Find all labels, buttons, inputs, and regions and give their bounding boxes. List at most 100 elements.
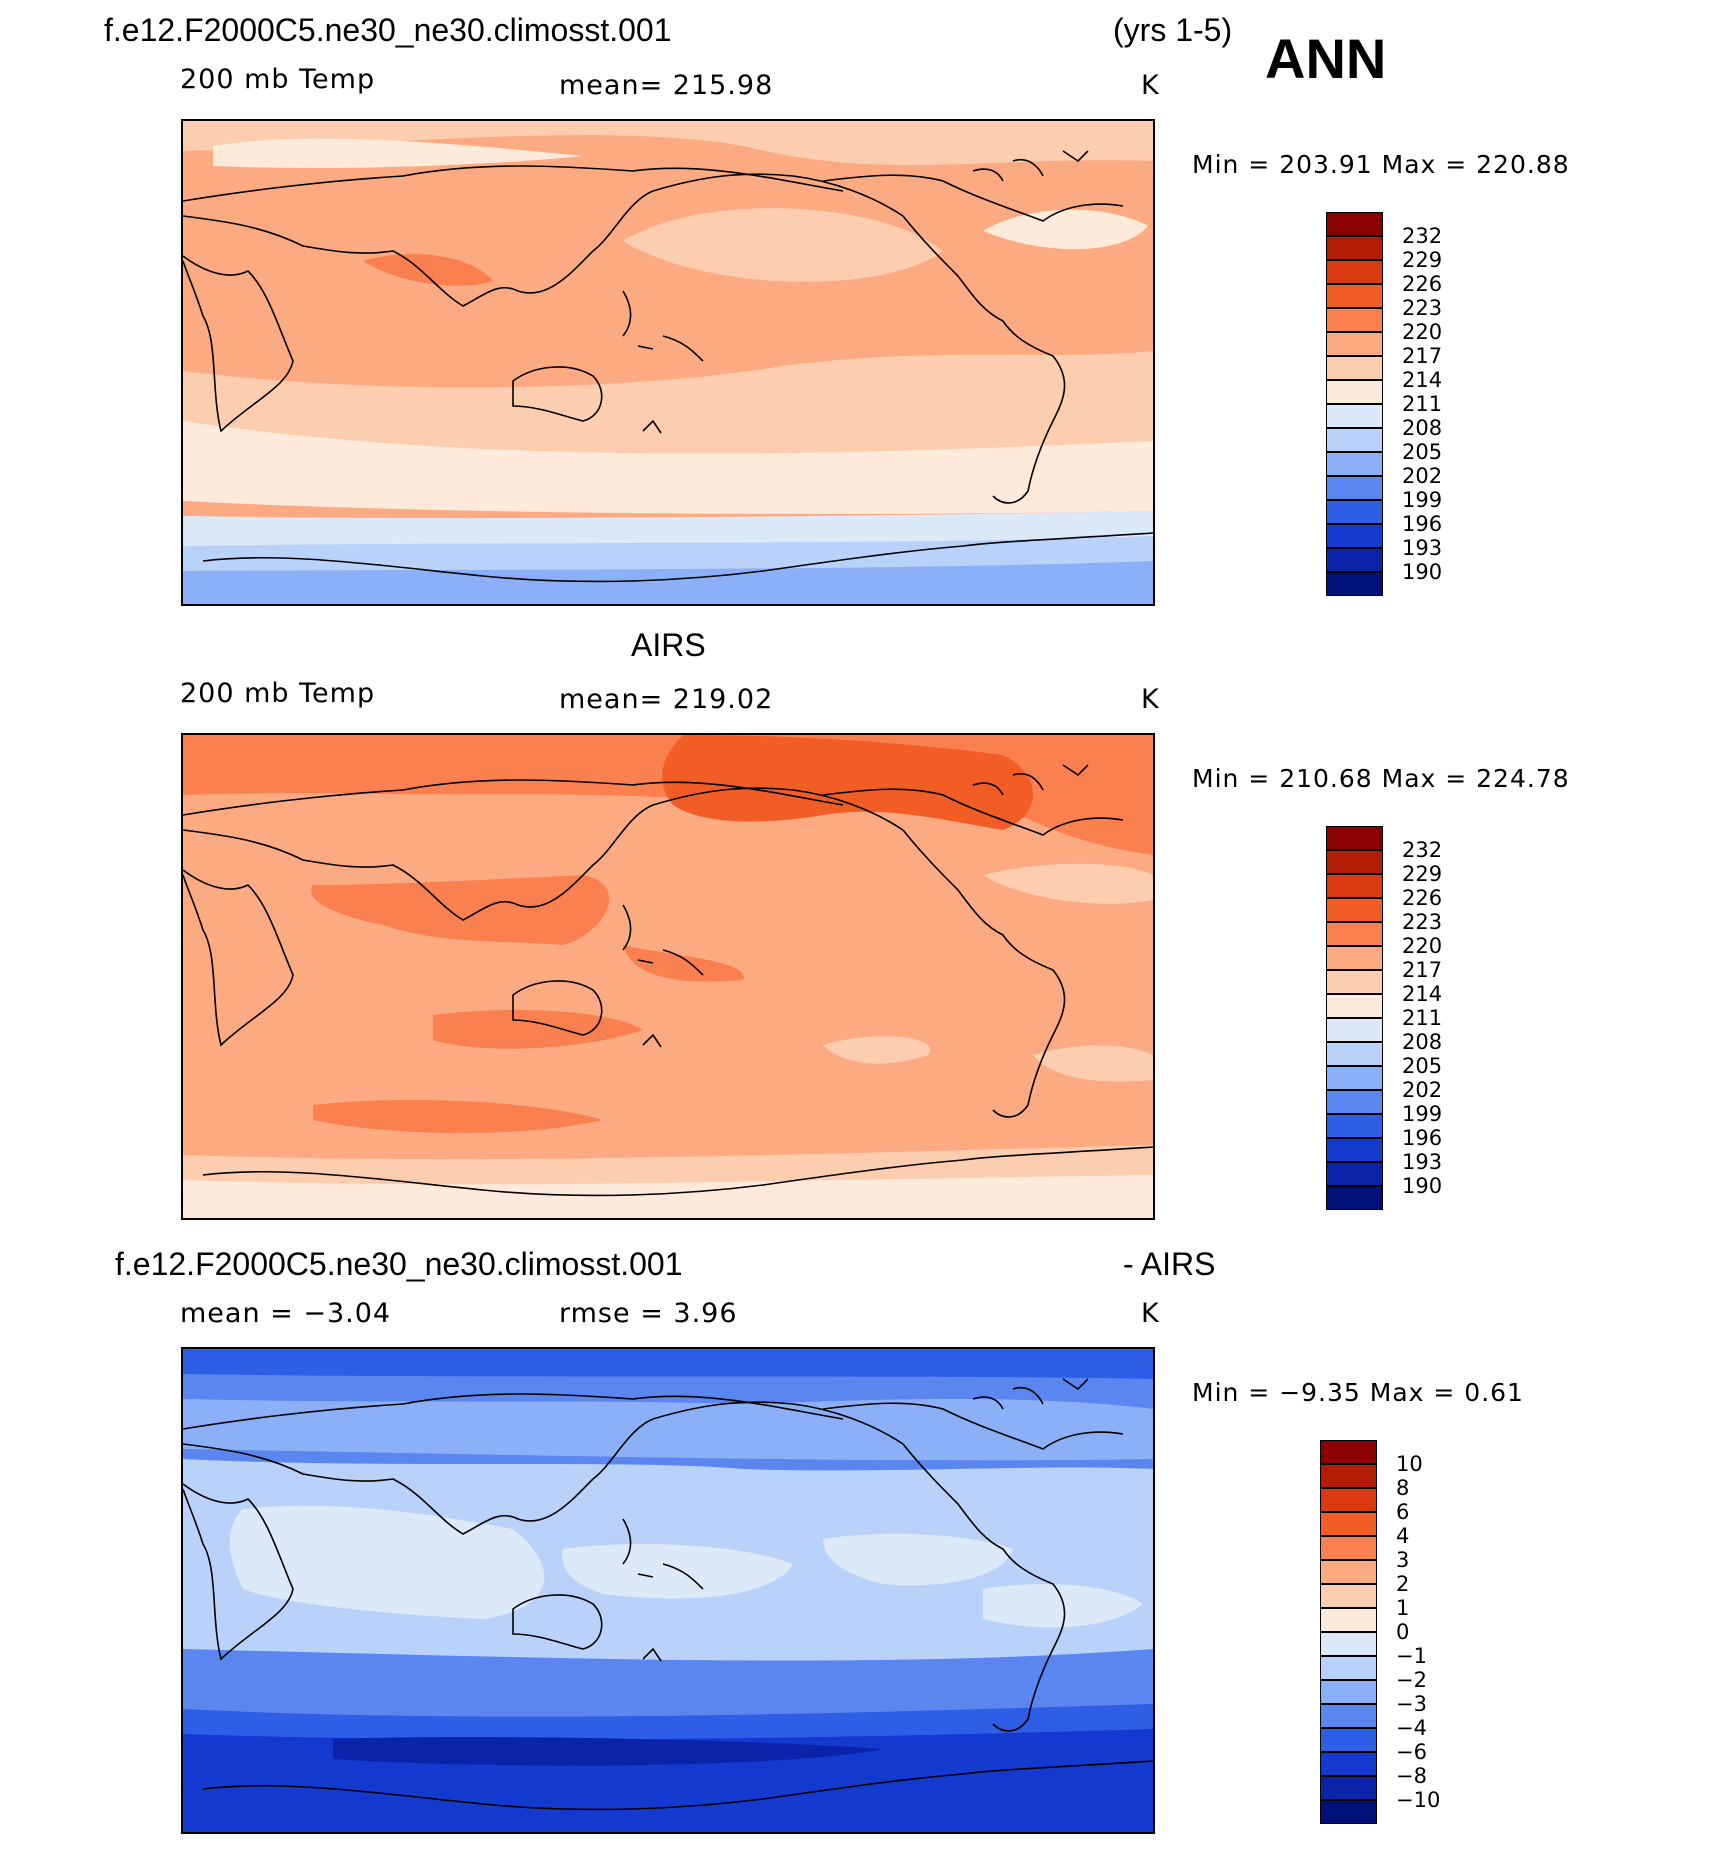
colorbar-label: 193 bbox=[1402, 1150, 1443, 1174]
p3-swatch bbox=[1320, 1800, 1377, 1824]
p2-swatch bbox=[1326, 1090, 1383, 1114]
colorbar-label: 199 bbox=[1402, 488, 1443, 512]
p3-swatch bbox=[1320, 1584, 1377, 1608]
colorbar-label: 196 bbox=[1402, 1126, 1443, 1150]
p3-swatch bbox=[1320, 1512, 1377, 1536]
p2-swatch bbox=[1326, 1186, 1383, 1210]
p3-swatch bbox=[1320, 1440, 1377, 1464]
colorbar-label: 223 bbox=[1402, 910, 1443, 934]
colorbar-label: 202 bbox=[1402, 1078, 1443, 1102]
colorbar-label: 223 bbox=[1402, 296, 1443, 320]
difference-map bbox=[181, 1347, 1155, 1834]
colorbar-label: 232 bbox=[1402, 838, 1443, 862]
p1-swatch bbox=[1326, 380, 1383, 404]
colorbar-label: 217 bbox=[1402, 344, 1443, 368]
colorbar-label: 208 bbox=[1402, 416, 1443, 440]
p3-swatch bbox=[1320, 1776, 1377, 1800]
colorbar-label: 220 bbox=[1402, 934, 1443, 958]
p3-swatch bbox=[1320, 1560, 1377, 1584]
colorbar-label: 211 bbox=[1402, 1006, 1443, 1030]
panel3-title-left: f.e12.F2000C5.ne30_ne30.climosst.001 bbox=[115, 1246, 683, 1282]
p2-swatch bbox=[1326, 850, 1383, 874]
panel1-mean: mean= 215.98 bbox=[559, 70, 774, 101]
colorbar-label: 2 bbox=[1396, 1572, 1410, 1596]
colorbar-label: 217 bbox=[1402, 958, 1443, 982]
colorbar-label: 214 bbox=[1402, 982, 1443, 1006]
season-label: ANN bbox=[1265, 27, 1387, 90]
colorbar-label: 205 bbox=[1402, 440, 1443, 464]
p3-swatch bbox=[1320, 1752, 1377, 1776]
p1-swatch bbox=[1326, 308, 1383, 332]
panel3-mean: mean = −3.04 bbox=[180, 1298, 392, 1329]
panel1-minmax: Min = 203.91 Max = 220.88 bbox=[1192, 150, 1570, 179]
p2-swatch bbox=[1326, 1042, 1383, 1066]
p2-swatch bbox=[1326, 946, 1383, 970]
p3-swatch bbox=[1320, 1728, 1377, 1752]
p1-swatch bbox=[1326, 236, 1383, 260]
panel2-mean: mean= 219.02 bbox=[559, 684, 774, 715]
colorbar-label: 6 bbox=[1396, 1500, 1410, 1524]
colorbar-label: 220 bbox=[1402, 320, 1443, 344]
panel3-minmax: Min = −9.35 Max = 0.61 bbox=[1192, 1378, 1524, 1407]
p2-swatch bbox=[1326, 1018, 1383, 1042]
p1-swatch bbox=[1326, 500, 1383, 524]
colorbar-label: 199 bbox=[1402, 1102, 1443, 1126]
colorbar-label: 226 bbox=[1402, 272, 1443, 296]
colorbar-label: −8 bbox=[1396, 1764, 1427, 1788]
colorbar-label: 229 bbox=[1402, 248, 1443, 272]
colorbar-label: 8 bbox=[1396, 1476, 1410, 1500]
panel2-variable: 200 mb Temp bbox=[180, 678, 376, 709]
p2-swatch bbox=[1326, 1066, 1383, 1090]
p1-swatch bbox=[1326, 284, 1383, 308]
colorbar-label: 0 bbox=[1396, 1620, 1410, 1644]
colorbar-label: −4 bbox=[1396, 1716, 1427, 1740]
p3-swatch bbox=[1320, 1704, 1377, 1728]
colorbar-label: 190 bbox=[1402, 1174, 1443, 1198]
airs-map bbox=[181, 733, 1155, 1220]
p2-swatch bbox=[1326, 1162, 1383, 1186]
years-label: (yrs 1-5) bbox=[1113, 12, 1233, 48]
p3-swatch bbox=[1320, 1608, 1377, 1632]
p1-swatch bbox=[1326, 428, 1383, 452]
colorbar-label: 4 bbox=[1396, 1524, 1410, 1548]
p1-swatch bbox=[1326, 452, 1383, 476]
colorbar-label: 190 bbox=[1402, 560, 1443, 584]
panel2-units: K bbox=[1141, 684, 1160, 715]
colorbar-label: −10 bbox=[1396, 1788, 1441, 1812]
colorbar-label: 232 bbox=[1402, 224, 1443, 248]
p3-swatch bbox=[1320, 1464, 1377, 1488]
case-title: f.e12.F2000C5.ne30_ne30.climosst.001 bbox=[104, 12, 672, 48]
colorbar-label: 205 bbox=[1402, 1054, 1443, 1078]
colorbar-label: 10 bbox=[1396, 1452, 1423, 1476]
p1-swatch bbox=[1326, 476, 1383, 500]
colorbar-label: 202 bbox=[1402, 464, 1443, 488]
colorbar-label: 229 bbox=[1402, 862, 1443, 886]
colorbar-label: −2 bbox=[1396, 1668, 1427, 1692]
colorbar-label: 208 bbox=[1402, 1030, 1443, 1054]
colorbar-label: 214 bbox=[1402, 368, 1443, 392]
panel3-units: K bbox=[1141, 1298, 1160, 1329]
model-map bbox=[181, 119, 1155, 606]
colorbar-label: 211 bbox=[1402, 392, 1443, 416]
colorbar-label: 193 bbox=[1402, 536, 1443, 560]
p1-swatch bbox=[1326, 332, 1383, 356]
p3-swatch bbox=[1320, 1536, 1377, 1560]
p3-swatch bbox=[1320, 1488, 1377, 1512]
p2-swatch bbox=[1326, 970, 1383, 994]
colorbar-label: 1 bbox=[1396, 1596, 1410, 1620]
p2-swatch bbox=[1326, 1138, 1383, 1162]
colorbar-label: 3 bbox=[1396, 1548, 1410, 1572]
p2-swatch bbox=[1326, 922, 1383, 946]
p3-swatch bbox=[1320, 1632, 1377, 1656]
p2-swatch bbox=[1326, 1114, 1383, 1138]
p1-swatch bbox=[1326, 212, 1383, 236]
panel1-variable: 200 mb Temp bbox=[180, 64, 376, 95]
colorbar-label: −1 bbox=[1396, 1644, 1427, 1668]
p3-swatch bbox=[1320, 1680, 1377, 1704]
p1-swatch bbox=[1326, 356, 1383, 380]
panel1-units: K bbox=[1141, 70, 1160, 101]
panel3-title-right: - AIRS bbox=[1123, 1246, 1216, 1282]
p1-swatch bbox=[1326, 404, 1383, 428]
p1-swatch bbox=[1326, 548, 1383, 572]
colorbar-label: 196 bbox=[1402, 512, 1443, 536]
